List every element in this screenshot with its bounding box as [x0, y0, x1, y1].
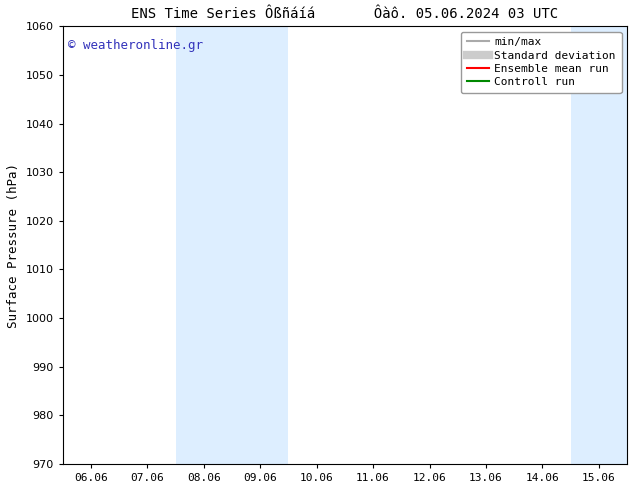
Text: © weatheronline.gr: © weatheronline.gr — [68, 39, 204, 52]
Bar — [571, 26, 627, 464]
Title: ENS Time Series Ôßñáíá       Ôàô. 05.06.2024 03 UTC: ENS Time Series Ôßñáíá Ôàô. 05.06.2024 0… — [131, 7, 559, 21]
Bar — [176, 26, 288, 464]
Y-axis label: Surface Pressure (hPa): Surface Pressure (hPa) — [7, 163, 20, 328]
Legend: min/max, Standard deviation, Ensemble mean run, Controll run: min/max, Standard deviation, Ensemble me… — [461, 32, 621, 93]
